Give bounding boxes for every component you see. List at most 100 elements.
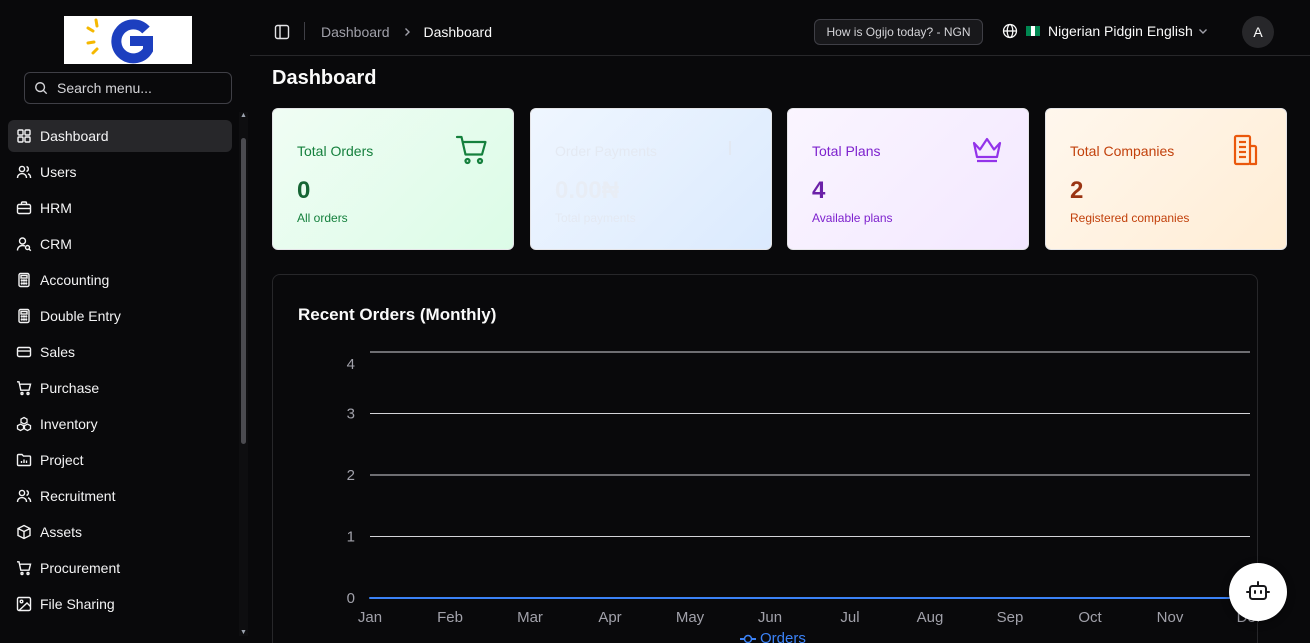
folder-chart-icon (16, 452, 32, 468)
users-icon (16, 488, 32, 504)
sidebar-item-sales[interactable]: Sales (8, 336, 232, 368)
legend-marker (743, 634, 753, 643)
sidebar-scrollbar[interactable]: ▲ ▼ (239, 112, 248, 636)
breadcrumb-current: Dashboard (423, 24, 493, 40)
sidebar-item-double-entry[interactable]: Double Entry (8, 300, 232, 332)
cart-icon (16, 380, 32, 396)
sidebar-item-file-sharing[interactable]: File Sharing (8, 588, 232, 620)
sidebar-toggle-icon[interactable] (274, 24, 290, 40)
legend-label: Orders (760, 630, 806, 643)
language-label: Nigerian Pidgin English (1048, 23, 1193, 39)
card-title: Order Payments (555, 143, 657, 159)
sidebar-item-crm[interactable]: CRM (8, 228, 232, 260)
users-icon (16, 164, 32, 180)
header-divider (304, 22, 305, 40)
rate-badge[interactable]: How is Ogijo today? - NGN (814, 19, 983, 45)
building-icon (1233, 134, 1258, 166)
briefcase-icon (16, 200, 32, 216)
bot-icon (1246, 581, 1270, 600)
data-point (689, 597, 691, 599)
sidebar: Dashboard Users HRM CRM Accounting Doubl… (0, 0, 250, 643)
x-tick-label: Mar (517, 609, 543, 626)
sidebar-item-label: Double Entry (40, 308, 121, 324)
chevron-down-icon (1198, 29, 1207, 34)
x-tick-label: Apr (598, 609, 621, 626)
sidebar-item-users[interactable]: Users (8, 156, 232, 188)
sidebar-item-label: Dashboard (40, 128, 109, 144)
sidebar-item-purchase[interactable]: Purchase (8, 372, 232, 404)
sidebar-item-accounting[interactable]: Accounting (8, 264, 232, 296)
cart-icon (16, 560, 32, 576)
card-title: Total Companies (1070, 143, 1175, 159)
sidebar-item-label: Purchase (40, 380, 100, 396)
sidebar-item-label: Procurement (40, 560, 121, 576)
sidebar-item-project[interactable]: Project (8, 444, 232, 476)
card-title: Total Orders (297, 143, 374, 159)
cart-icon (455, 135, 487, 165)
sidebar-item-label: File Sharing (40, 596, 115, 612)
chart-title: Recent Orders (Monthly) (298, 305, 497, 324)
scroll-up-icon[interactable]: ▲ (240, 112, 247, 119)
data-point (609, 597, 611, 599)
sidebar-item-inventory[interactable]: Inventory (8, 408, 232, 440)
stat-card-total-companies: Total Companies 2 Registered companies (1045, 108, 1287, 250)
scroll-down-icon[interactable]: ▼ (240, 629, 247, 636)
page-title: Dashboard (272, 67, 377, 89)
card-subtitle: Available plans (812, 211, 893, 225)
sidebar-item-label: Project (40, 452, 84, 468)
card-value: 2 (1070, 177, 1084, 204)
box-icon (16, 524, 32, 540)
avatar[interactable]: A (1242, 16, 1274, 48)
sidebar-menu: Dashboard Users HRM CRM Accounting Doubl… (8, 120, 232, 624)
data-point (1009, 597, 1011, 599)
stat-card-order-payments: Order Payments 0.00₦ Total payments (530, 108, 772, 250)
sidebar-item-label: Users (40, 164, 77, 180)
data-point (1169, 597, 1171, 599)
card-subtitle: Registered companies (1070, 211, 1190, 225)
language-selector[interactable]: Nigerian Pidgin English (1002, 23, 1208, 39)
sidebar-item-hrm[interactable]: HRM (8, 192, 232, 224)
search-input[interactable] (57, 80, 217, 96)
sidebar-item-assets[interactable]: Assets (8, 516, 232, 548)
card-value: 0 (297, 177, 311, 204)
image-icon (16, 596, 32, 612)
card-subtitle: All orders (297, 211, 348, 225)
x-tick-label: Sep (997, 609, 1024, 626)
x-tick-label: Jun (758, 609, 782, 626)
x-tick-label: Nov (1157, 609, 1184, 626)
chevron-right-icon (404, 28, 410, 36)
x-tick-label: Feb (437, 609, 463, 626)
search-box[interactable] (24, 72, 232, 104)
breadcrumb: Dashboard Dashboard (321, 24, 492, 40)
sidebar-item-dashboard[interactable]: Dashboard (8, 120, 232, 152)
y-tick-label: 1 (347, 529, 355, 546)
data-point (529, 597, 531, 599)
breadcrumb-link[interactable]: Dashboard (321, 24, 390, 40)
data-point (769, 597, 771, 599)
data-point (849, 597, 851, 599)
credit-card-icon (16, 344, 32, 360)
card-subtitle: Total payments (555, 211, 636, 225)
sidebar-item-recruitment[interactable]: Recruitment (8, 480, 232, 512)
stat-card-total-orders: Total Orders 0 All orders (272, 108, 514, 250)
y-tick-label: 4 (347, 356, 355, 373)
x-tick-label: Jul (840, 609, 859, 626)
sidebar-item-label: HRM (40, 200, 72, 216)
calculator-icon (16, 308, 32, 324)
currency-icon (728, 141, 732, 155)
y-tick-label: 3 (347, 406, 355, 423)
stat-card-total-plans: Total Plans 4 Available plans (787, 108, 1029, 250)
chatbot-button[interactable] (1229, 563, 1287, 621)
nigeria-flag-icon (1026, 26, 1041, 36)
card-value: 0.00₦ (555, 177, 620, 204)
x-tick-label: Oct (1078, 609, 1102, 626)
x-tick-label: Aug (917, 609, 944, 626)
sidebar-item-label: Accounting (40, 272, 110, 288)
y-tick-label: 0 (347, 590, 355, 607)
scrollbar-thumb[interactable] (241, 138, 246, 444)
sidebar-item-label: Inventory (40, 416, 98, 432)
sidebar-item-label: Assets (40, 524, 83, 540)
user-search-icon (16, 236, 32, 252)
sidebar-item-procurement[interactable]: Procurement (8, 552, 232, 584)
